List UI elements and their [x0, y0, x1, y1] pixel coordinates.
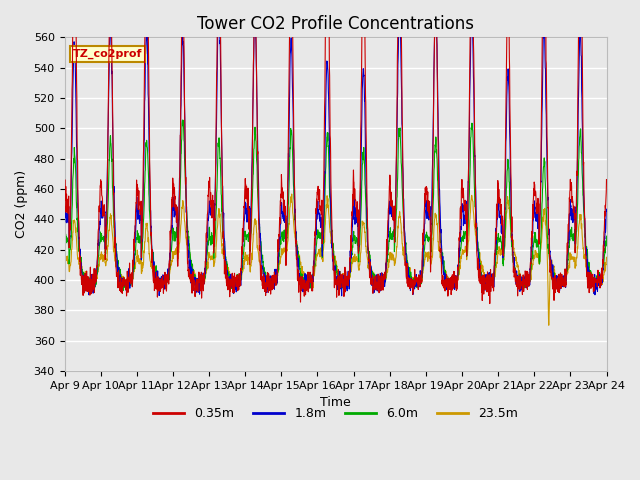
X-axis label: Time: Time — [320, 396, 351, 409]
Legend: 0.35m, 1.8m, 6.0m, 23.5m: 0.35m, 1.8m, 6.0m, 23.5m — [148, 402, 523, 425]
Y-axis label: CO2 (ppm): CO2 (ppm) — [15, 170, 28, 238]
Title: Tower CO2 Profile Concentrations: Tower CO2 Profile Concentrations — [197, 15, 474, 33]
Text: TZ_co2prof: TZ_co2prof — [73, 49, 142, 60]
